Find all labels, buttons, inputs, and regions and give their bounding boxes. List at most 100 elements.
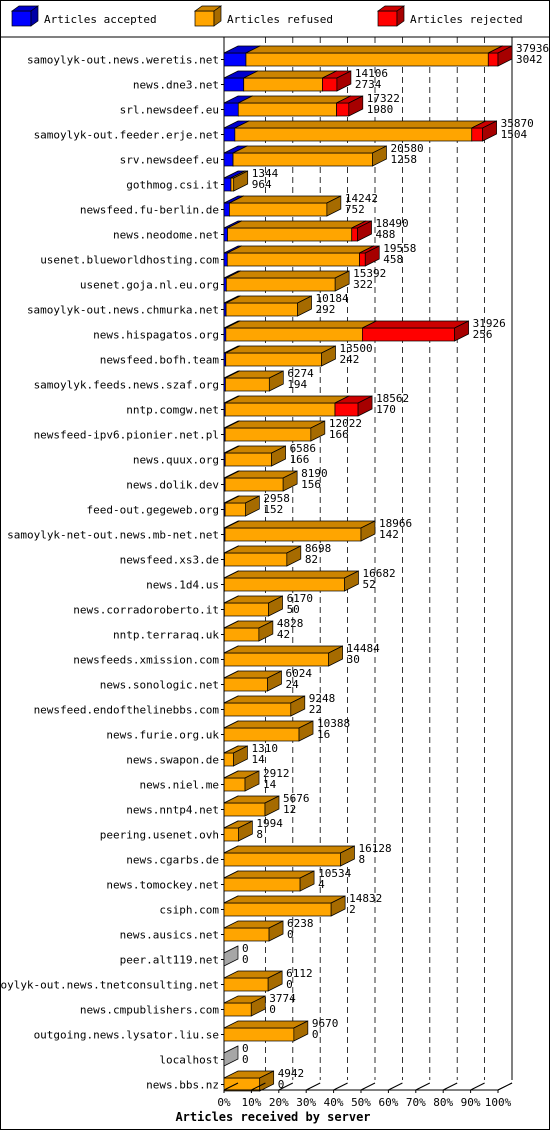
bar-refused-front <box>223 827 239 842</box>
category-label: samoylyk-out.news.weretis.net <box>27 54 219 67</box>
x-tick-diagonal <box>442 1082 458 1091</box>
value-label-accepted: 24 <box>286 678 300 691</box>
value-label-total: 8190 <box>301 467 328 480</box>
bar-refused-front <box>224 527 362 542</box>
bar-refused-side <box>297 295 312 317</box>
bar-refused <box>223 670 282 692</box>
category-label: samoylyk-out.news.tnetconsulting.net <box>0 979 219 992</box>
bar-refused <box>223 1070 275 1092</box>
value-label-accepted: 0 <box>242 1053 249 1066</box>
bar-refused <box>223 695 306 717</box>
x-tick-diagonal <box>360 1082 376 1091</box>
legend-swatch-refused-side <box>213 5 222 27</box>
legend-swatch-accepted-side <box>30 5 39 27</box>
bar-refused-front <box>224 402 336 417</box>
value-label-total: 10534 <box>318 867 351 880</box>
bar-refused <box>223 895 346 917</box>
x-tick-label: 60% <box>378 1096 398 1109</box>
x-tick-diagonal <box>388 1082 403 1091</box>
x-tick-label: 100% <box>485 1096 512 1109</box>
value-label-accepted: 964 <box>252 178 272 191</box>
bar-refused <box>223 1020 309 1042</box>
bar-refused-top <box>227 245 374 254</box>
x-axis-label: Articles received by server <box>175 1110 370 1124</box>
legend-item-rejected: Articles rejected <box>376 5 523 27</box>
bar-refused-top <box>227 220 366 229</box>
category-label: news.bbs.nz <box>146 1079 219 1092</box>
legend-item-accepted: Articles accepted <box>10 5 157 27</box>
bar-refused <box>224 520 376 542</box>
value-label-accepted: 3042 <box>516 53 543 66</box>
bar-refused <box>225 370 284 392</box>
bar-refused <box>224 595 283 617</box>
bar-accepted-front <box>223 52 247 67</box>
value-label-total: 2912 <box>263 767 290 780</box>
value-label-total: 16128 <box>358 842 391 855</box>
value-label-total: 18490 <box>376 217 409 230</box>
value-label-accepted: 0 <box>242 953 249 966</box>
value-label-accepted: 50 <box>287 603 300 616</box>
value-label-total: 6170 <box>287 592 314 605</box>
bar-refused <box>223 970 283 992</box>
category-label: usenet.blueworldhosting.com <box>40 254 219 267</box>
bar-refused-top <box>234 120 486 129</box>
x-tick-diagonal <box>278 1082 294 1091</box>
value-label-total: 19558 <box>383 242 416 255</box>
bar-refused-side <box>267 670 282 692</box>
category-label: news.ausics.net <box>120 929 219 942</box>
category-label: samoylyk.feeds.news.szaf.org <box>34 379 219 392</box>
value-label-total: 10184 <box>316 292 349 305</box>
bar-rejected-front <box>471 127 483 142</box>
category-label: newsfeed.xs3.de <box>120 554 219 567</box>
value-label-total: 1310 <box>251 742 278 755</box>
bar-refused-top <box>245 45 503 54</box>
bar-refused-top <box>223 845 355 854</box>
bar-refused-front <box>223 777 246 792</box>
bar-refused-side <box>330 895 346 917</box>
bar-refused-front <box>224 552 288 567</box>
bar-refused-side <box>293 1020 309 1042</box>
category-label: news.1d4.us <box>146 579 219 592</box>
value-label-total: 4942 <box>278 1067 305 1080</box>
category-label: news.corradoroberto.it <box>73 604 219 617</box>
value-label-total: 13500 <box>340 342 373 355</box>
category-label: csiph.com <box>159 904 219 917</box>
category-label: news.tomockey.net <box>106 879 219 892</box>
category-label: news.swapon.de <box>126 754 219 767</box>
value-label-accepted: 292 <box>316 303 336 316</box>
bar-rejected-front <box>336 102 350 117</box>
bar-refused <box>223 745 248 767</box>
bar-refused-side <box>233 170 249 192</box>
category-label: nntp.terraraq.uk <box>113 629 219 642</box>
bar-rejected <box>336 95 364 117</box>
bar-refused-side <box>244 770 260 792</box>
bar-refused <box>226 245 374 267</box>
bar-refused <box>224 445 286 467</box>
x-tick-label: 0% <box>217 1096 231 1109</box>
bar-rejected-side <box>357 395 373 417</box>
value-label-accepted: 82 <box>305 553 318 566</box>
bar-refused-front <box>234 127 473 142</box>
value-label-accepted: 0 <box>286 978 293 991</box>
bar-refused-front <box>230 177 235 192</box>
bar-refused <box>223 720 314 742</box>
bar-accepted-front <box>223 152 234 167</box>
value-label-total: 18562 <box>376 392 409 405</box>
